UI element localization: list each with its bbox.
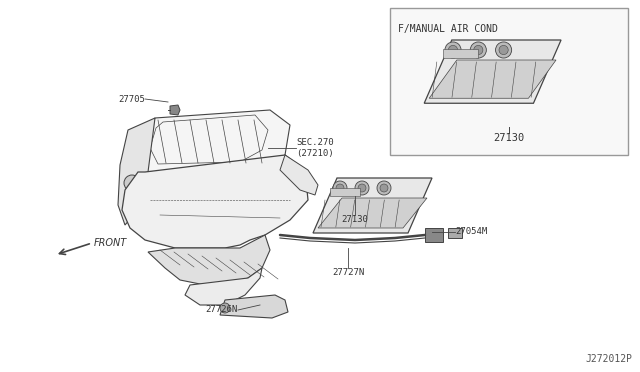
- Bar: [443, 49, 477, 58]
- Circle shape: [449, 45, 458, 55]
- Circle shape: [355, 181, 369, 195]
- Circle shape: [336, 184, 344, 192]
- Text: 27705: 27705: [118, 94, 145, 103]
- Polygon shape: [122, 155, 308, 248]
- Polygon shape: [170, 105, 180, 115]
- Text: 27726N: 27726N: [205, 305, 238, 314]
- Bar: [448, 228, 462, 238]
- Text: 27130: 27130: [342, 215, 369, 224]
- Circle shape: [495, 42, 511, 58]
- Polygon shape: [280, 155, 318, 195]
- Bar: [390, 8, 628, 155]
- Text: 27727N: 27727N: [332, 268, 364, 277]
- Polygon shape: [429, 60, 556, 98]
- Polygon shape: [148, 235, 270, 285]
- Circle shape: [358, 184, 366, 192]
- Text: FRONT: FRONT: [94, 238, 127, 248]
- Polygon shape: [185, 268, 262, 305]
- Polygon shape: [118, 118, 155, 225]
- Text: F/MANUAL AIR COND: F/MANUAL AIR COND: [398, 24, 498, 34]
- Text: 27130: 27130: [493, 133, 525, 143]
- Circle shape: [333, 181, 347, 195]
- Text: 27054M: 27054M: [455, 228, 487, 237]
- Polygon shape: [220, 295, 288, 318]
- Circle shape: [380, 184, 388, 192]
- Text: J272012P: J272012P: [585, 354, 632, 364]
- Polygon shape: [313, 178, 432, 233]
- Circle shape: [474, 45, 483, 55]
- Circle shape: [470, 42, 486, 58]
- Polygon shape: [135, 110, 290, 172]
- Circle shape: [220, 303, 230, 313]
- Polygon shape: [424, 40, 561, 103]
- Bar: [330, 188, 360, 196]
- Circle shape: [124, 175, 140, 191]
- Text: SEC.270
(27210): SEC.270 (27210): [296, 138, 333, 158]
- Circle shape: [445, 42, 461, 58]
- Bar: [425, 228, 443, 242]
- Circle shape: [377, 181, 391, 195]
- Circle shape: [499, 45, 508, 55]
- Polygon shape: [318, 198, 427, 228]
